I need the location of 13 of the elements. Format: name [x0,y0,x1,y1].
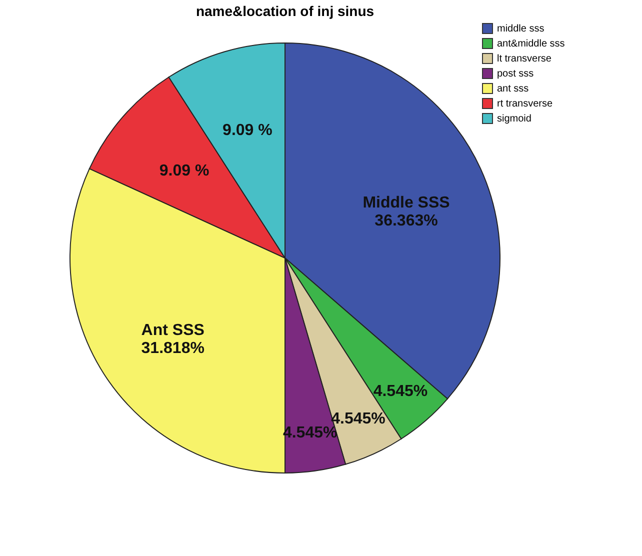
legend-label: lt transverse [497,54,552,64]
legend-label: middle sss [497,24,544,34]
legend-label: rt transverse [497,98,554,110]
chart-title: name&location of inj sinus [196,3,374,19]
legend-label: ant sss [497,84,529,94]
data-label: 9.09 % [159,162,210,180]
data-label: 4.545% [373,383,428,400]
legend-label: sigmoid [497,114,532,124]
data-label: Middle SSS 36.363% [362,194,450,230]
data-label: 9.09 % [222,122,272,140]
legend-label: post sss [497,68,534,80]
legend-label: ant&middle sss [497,38,565,50]
data-label: Ant SSS 31.818% [141,322,205,358]
